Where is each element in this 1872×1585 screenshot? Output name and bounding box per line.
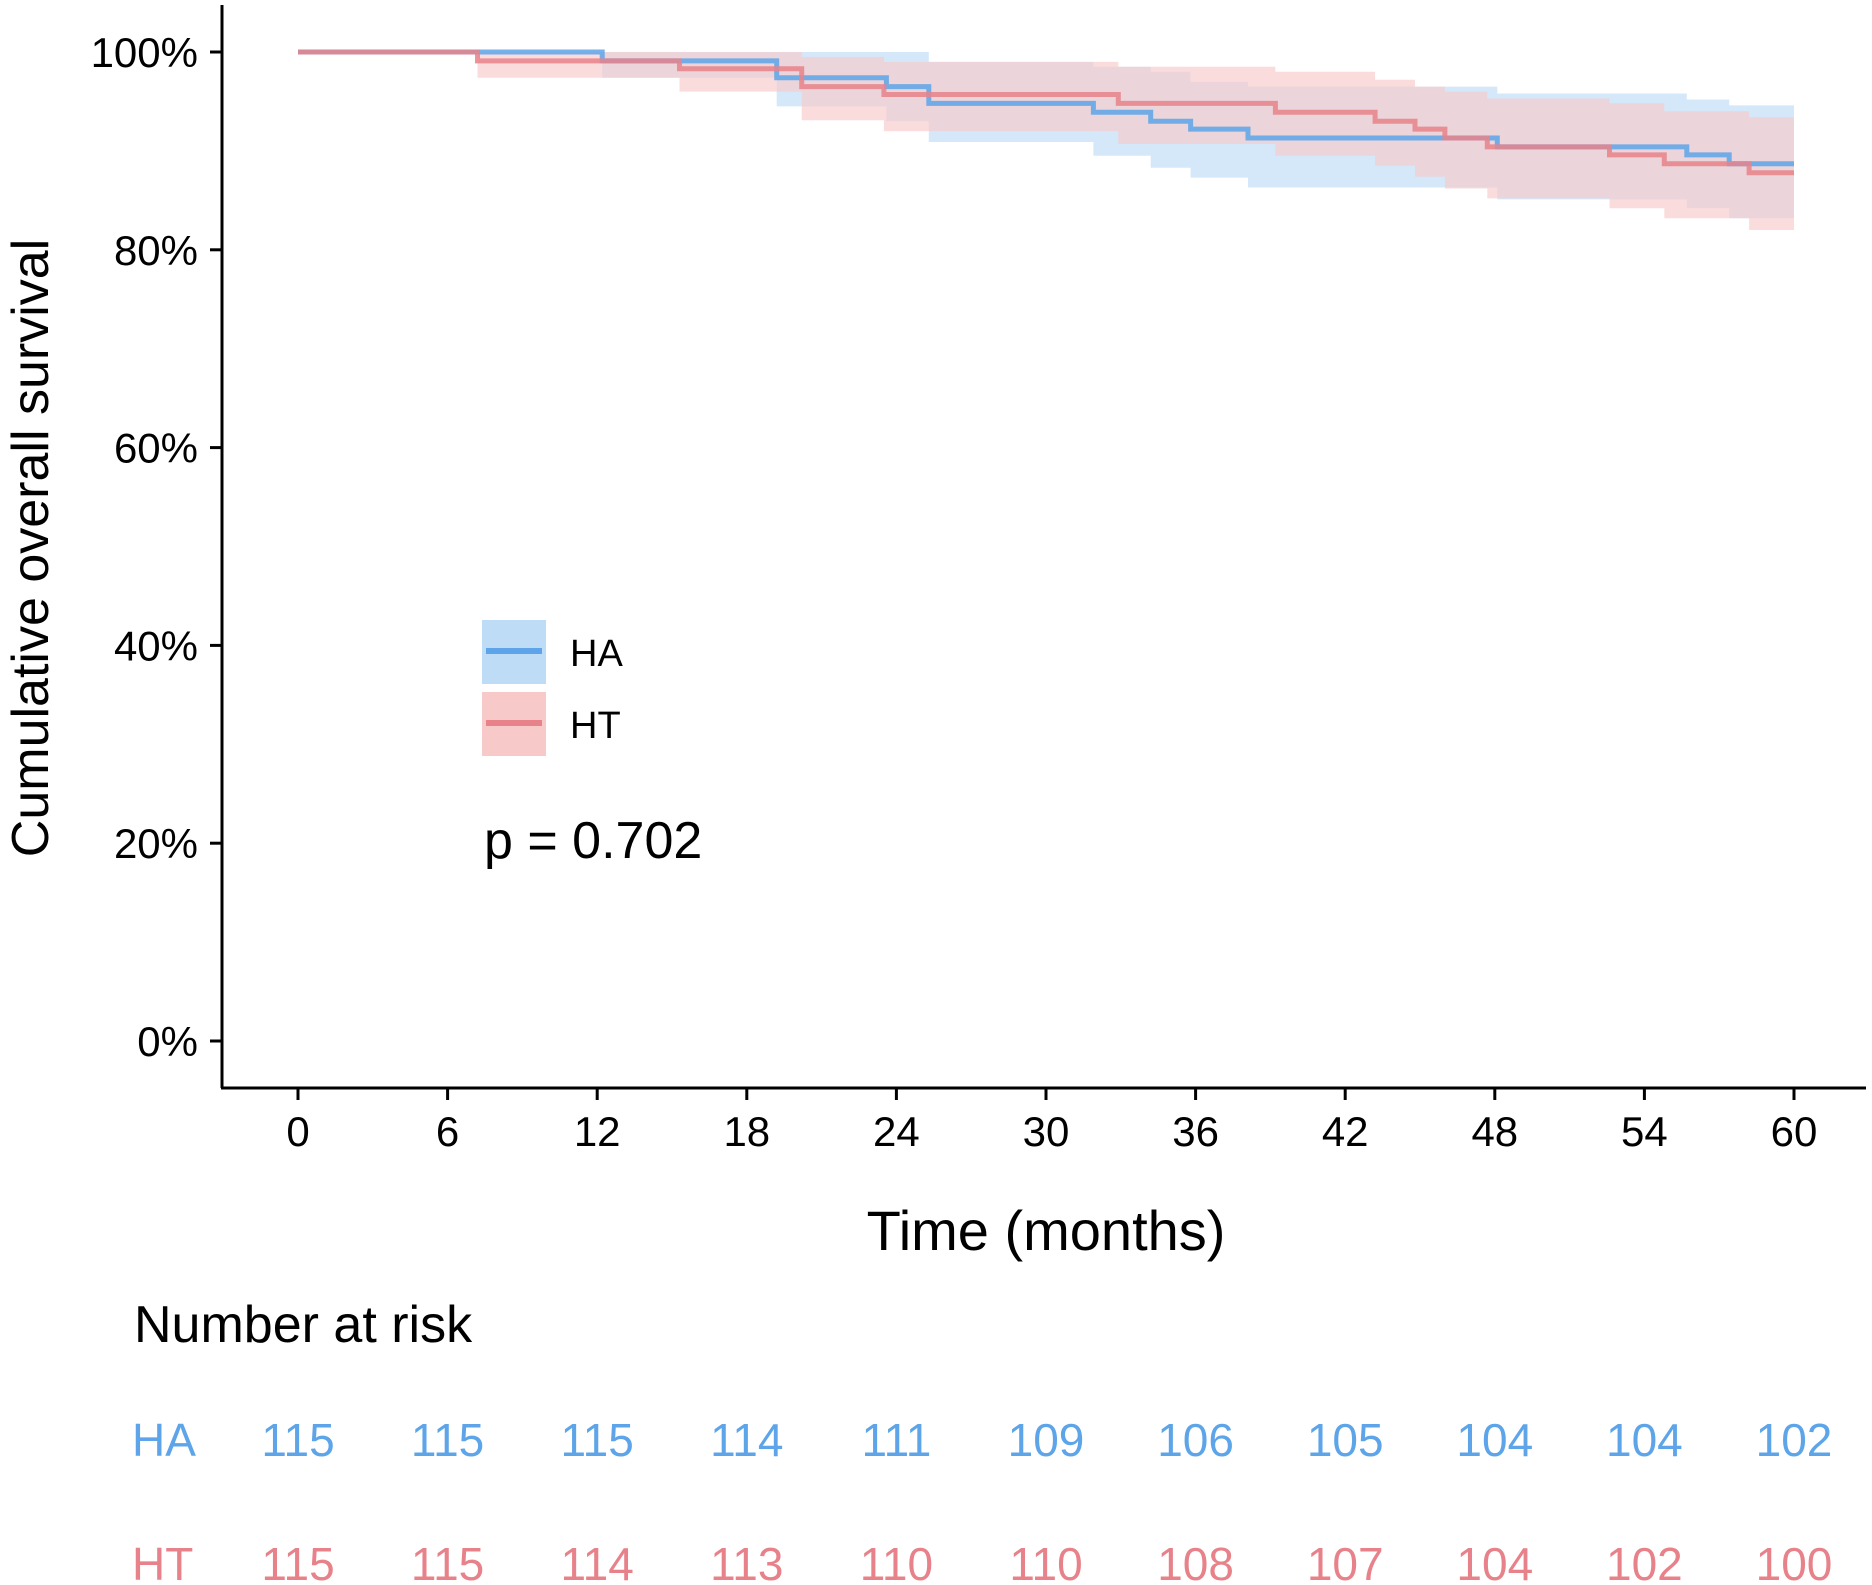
x-tick-label: 24 bbox=[873, 1108, 920, 1155]
x-tick-label: 30 bbox=[1023, 1108, 1070, 1155]
x-tick-label: 42 bbox=[1322, 1108, 1369, 1155]
x-tick-label: 60 bbox=[1771, 1108, 1818, 1155]
x-axis-ticks: 0 6 12 18 24 30 36 42 48 54 60 bbox=[286, 1088, 1817, 1155]
risk-value-ht: 115 bbox=[261, 1538, 334, 1585]
y-tick-label: 20% bbox=[114, 820, 198, 867]
risk-value-ht: 115 bbox=[411, 1538, 484, 1585]
y-tick-label: 0% bbox=[137, 1018, 198, 1065]
x-tick-label: 0 bbox=[286, 1108, 309, 1155]
y-tick-label: 40% bbox=[114, 622, 198, 669]
survival-line-ht bbox=[298, 49, 1794, 176]
risk-table: HA 115 115 115 114 111 109 106 105 104 104 102 HT 115… bbox=[132, 1414, 1832, 1585]
risk-value-ha: 104 bbox=[1456, 1414, 1533, 1466]
risk-value-ha: 111 bbox=[861, 1414, 931, 1466]
risk-value-ha: 105 bbox=[1307, 1414, 1384, 1466]
ci-band-ht bbox=[298, 52, 1794, 230]
x-tick-label: 36 bbox=[1172, 1108, 1219, 1155]
risk-value-ht: 113 bbox=[710, 1538, 783, 1585]
confidence-bands bbox=[298, 52, 1794, 230]
y-tick-label: 100% bbox=[91, 29, 198, 76]
legend-label-ht: HT bbox=[570, 705, 621, 747]
risk-value-ha: 106 bbox=[1157, 1414, 1234, 1466]
risk-value-ha: 102 bbox=[1756, 1414, 1833, 1466]
risk-value-ht: 100 bbox=[1756, 1538, 1833, 1585]
survival-line-ha bbox=[298, 49, 1794, 167]
risk-value-ht: 114 bbox=[561, 1538, 634, 1585]
risk-row-label-ha: HA bbox=[132, 1414, 196, 1466]
y-tick-label: 60% bbox=[114, 425, 198, 472]
risk-value-ht: 104 bbox=[1456, 1538, 1533, 1585]
risk-value-ht: 110 bbox=[860, 1538, 933, 1585]
x-tick-label: 48 bbox=[1471, 1108, 1518, 1155]
y-tick-label: 80% bbox=[114, 227, 198, 274]
risk-value-ht: 108 bbox=[1157, 1538, 1234, 1585]
x-axis-title: Time (months) bbox=[867, 1199, 1226, 1262]
p-value-annotation: p = 0.702 bbox=[484, 812, 702, 870]
y-axis-ticks: 0% 20% 40% 60% 80% 100% bbox=[91, 29, 222, 1065]
x-tick-label: 12 bbox=[574, 1108, 621, 1155]
x-tick-label: 6 bbox=[436, 1108, 459, 1155]
risk-value-ha: 115 bbox=[411, 1414, 484, 1466]
risk-value-ha: 115 bbox=[561, 1414, 634, 1466]
risk-value-ht: 102 bbox=[1606, 1538, 1683, 1585]
risk-row-label-ht: HT bbox=[132, 1538, 193, 1585]
risk-value-ht: 110 bbox=[1009, 1538, 1082, 1585]
x-tick-label: 18 bbox=[723, 1108, 770, 1155]
x-tick-label: 54 bbox=[1621, 1108, 1668, 1155]
risk-table-title: Number at risk bbox=[134, 1296, 473, 1354]
legend-label-ha: HA bbox=[570, 633, 623, 675]
risk-value-ht: 107 bbox=[1307, 1538, 1384, 1585]
risk-value-ha: 114 bbox=[710, 1414, 783, 1466]
survival-curves bbox=[298, 49, 1794, 176]
risk-value-ha: 104 bbox=[1606, 1414, 1683, 1466]
legend: HA HT bbox=[482, 620, 623, 756]
y-axis-title: Cumulative overall survival bbox=[2, 239, 60, 857]
risk-value-ha: 109 bbox=[1008, 1414, 1085, 1466]
risk-value-ha: 115 bbox=[261, 1414, 334, 1466]
